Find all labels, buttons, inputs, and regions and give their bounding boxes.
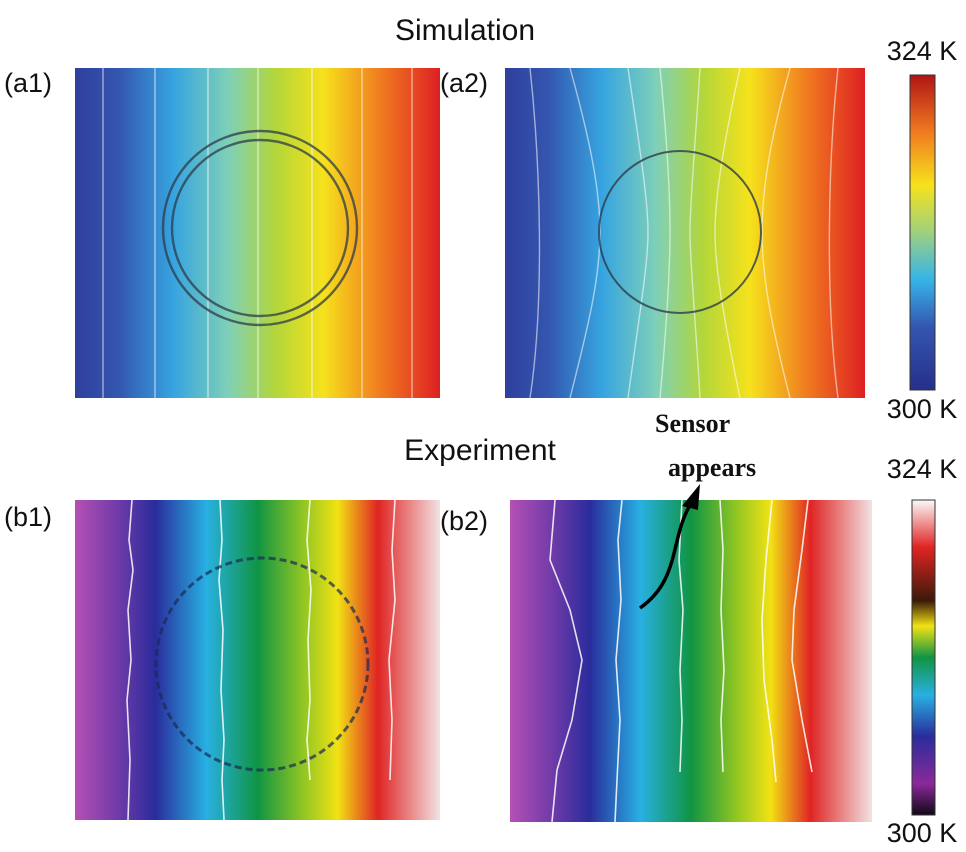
panel-label: (a1)	[4, 68, 52, 98]
colorbar-max: 324 K	[887, 36, 958, 66]
colorbar-max: 324 K	[887, 454, 958, 484]
arrow	[638, 484, 700, 610]
panel-label: (a2)	[440, 68, 488, 98]
panel-b2	[510, 499, 872, 823]
panel-label: (b1)	[4, 502, 52, 532]
section-title: Experiment	[404, 434, 556, 467]
panel-a1	[75, 68, 440, 398]
panel-label: (b2)	[440, 506, 488, 536]
section-title: Simulation	[395, 14, 535, 47]
colorbar	[909, 74, 936, 391]
annotation: appears	[668, 453, 756, 482]
colorbar	[911, 499, 936, 816]
panel-b1	[75, 499, 440, 821]
panel-a2	[505, 67, 865, 399]
colorbar-min: 300 K	[887, 818, 958, 848]
colorbar-min: 300 K	[887, 394, 958, 424]
annotation: Sensor	[655, 409, 730, 438]
